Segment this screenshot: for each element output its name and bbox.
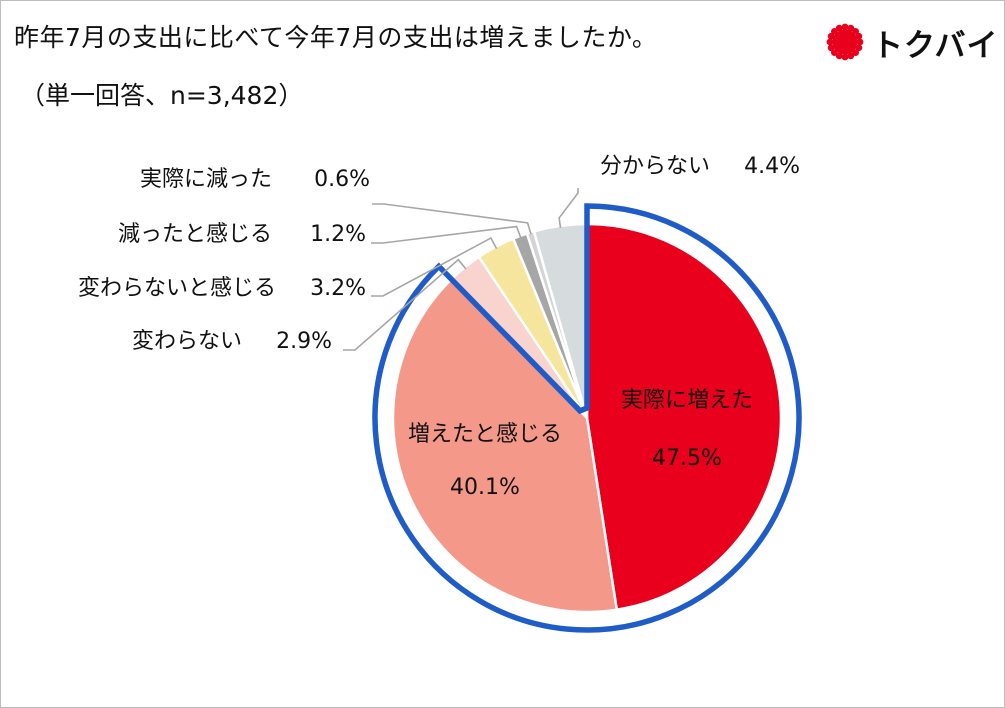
slice-7-leader-line — [558, 188, 579, 228]
slice-5-leader-line — [371, 225, 522, 244]
pie-slice-2 — [391, 277, 619, 614]
chart-subtitle: （単一回答、n=3,482） — [20, 81, 304, 110]
slice-2-value-label: 40.1% — [450, 475, 520, 500]
slice-4-leader-line — [371, 236, 498, 297]
slice-5-value-label: 1.2% — [310, 222, 366, 247]
slice-3-leader-line — [343, 258, 467, 351]
slice-4-value-label: 3.2% — [310, 276, 366, 301]
brand-logo-text: トクバイ — [872, 27, 999, 64]
slice-2-label: 増えたと感じる — [408, 422, 562, 447]
slice-7-value-label: 4.4% — [744, 154, 800, 179]
slice-1-value-label: 47.5% — [652, 446, 722, 471]
slice-4-label: 変わらないと感じる — [78, 276, 276, 301]
red-sun-icon — [826, 23, 864, 61]
slice-6-label: 実際に減った — [140, 167, 272, 192]
highlight-outline — [372, 203, 802, 633]
slice-7-label: 分からない — [600, 154, 710, 179]
slice-6-value-label: 0.6% — [314, 167, 370, 192]
pie-slice-1 — [585, 222, 783, 611]
slice-5-label: 減ったと感じる — [118, 222, 272, 247]
brand-logo: トクバイ — [826, 18, 998, 66]
slice-3-value-label: 2.9% — [276, 329, 332, 354]
slice-1-label: 実際に増えた — [621, 388, 753, 413]
slice-6-leader-line — [372, 203, 532, 235]
slice-3-label: 変わらない — [132, 329, 242, 354]
chart-title: 昨年7月の支出に比べて今年7月の支出は増えましたか。 — [14, 23, 658, 52]
